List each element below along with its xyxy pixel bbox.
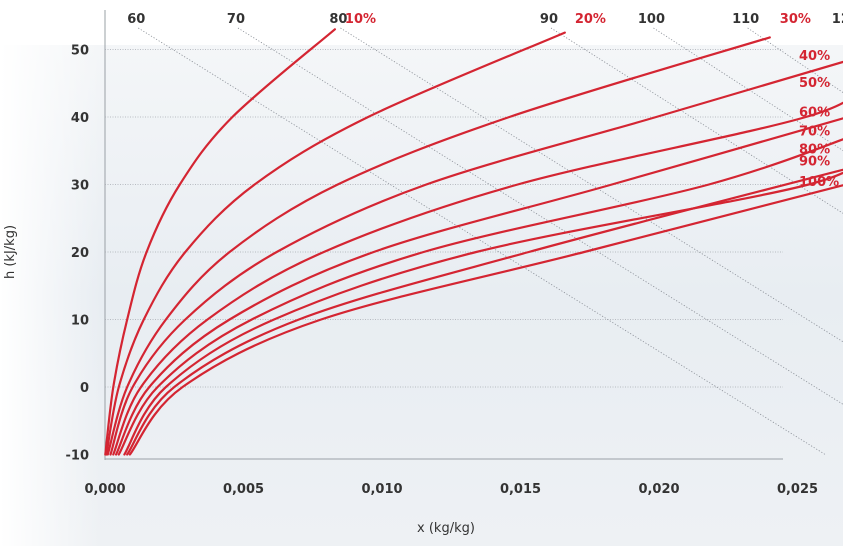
enthalpy-label: 60 — [127, 12, 145, 27]
y-axis-label: h (kJ/kg) — [3, 225, 18, 279]
x-tick-label: 0,015 — [500, 482, 541, 497]
rh-curve-label: 50% — [799, 76, 830, 91]
rh-curve-label: 70% — [799, 125, 830, 140]
rh-curve-label: 10% — [345, 12, 376, 27]
rh-curve-label: 60% — [799, 106, 830, 121]
rh-curve-label: 90% — [799, 155, 830, 170]
rh-curve-label: 30% — [780, 12, 811, 27]
enthalpy-label: 90 — [540, 12, 558, 27]
x-tick-label: 0,010 — [361, 482, 402, 497]
x-tick-label: 0,020 — [638, 482, 679, 497]
enthalpy-label: 120 — [832, 12, 843, 27]
chart-background-fade — [0, 45, 843, 546]
y-tick-label: 30 — [71, 179, 89, 194]
y-tick-label: 10 — [71, 314, 89, 329]
y-tick-label: 0 — [80, 381, 89, 396]
x-tick-label: 0,000 — [84, 482, 125, 497]
enthalpy-label: 100 — [638, 12, 665, 27]
y-tick-label: 40 — [71, 111, 89, 126]
x-tick-label: 0,025 — [777, 482, 818, 497]
y-tick-label: 50 — [71, 44, 89, 59]
enthalpy-label: 110 — [732, 12, 759, 27]
x-tick-label: 0,005 — [223, 482, 264, 497]
rh-curve-label: 100% — [799, 175, 839, 190]
rh-curve-label: 20% — [575, 12, 606, 27]
y-tick-label: 20 — [71, 246, 89, 261]
x-axis-label: x (kg/kg) — [417, 521, 475, 536]
rh-curve-label: 40% — [799, 49, 830, 64]
y-tick-label: -10 — [66, 449, 90, 464]
enthalpy-label: 70 — [227, 12, 245, 27]
